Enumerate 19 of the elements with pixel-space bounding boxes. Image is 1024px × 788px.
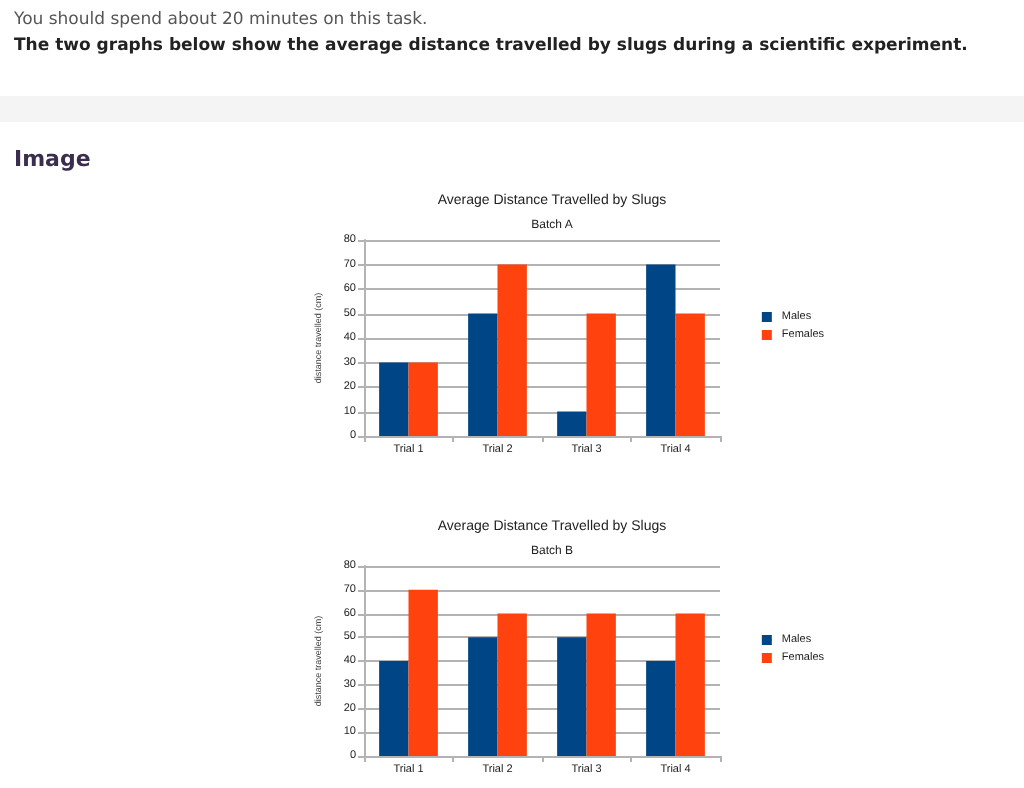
bar — [675, 613, 705, 756]
bar — [468, 637, 498, 756]
text: Image — [14, 146, 91, 172]
bar — [408, 362, 438, 436]
bar — [586, 613, 616, 756]
bar — [497, 613, 527, 756]
bar — [497, 264, 527, 436]
bar — [646, 661, 676, 756]
bar — [557, 411, 587, 436]
bar — [379, 661, 409, 756]
bar — [646, 264, 676, 436]
bar — [408, 589, 438, 756]
text: You should spend about 20 minutes on this task. — [14, 10, 428, 30]
text: The two graphs below show the average distance travelled by slugs during a scientific experiment. — [14, 36, 968, 56]
bar — [468, 313, 498, 436]
bar — [379, 362, 409, 436]
bar — [675, 313, 705, 436]
bar — [586, 313, 616, 436]
bar — [557, 637, 587, 756]
